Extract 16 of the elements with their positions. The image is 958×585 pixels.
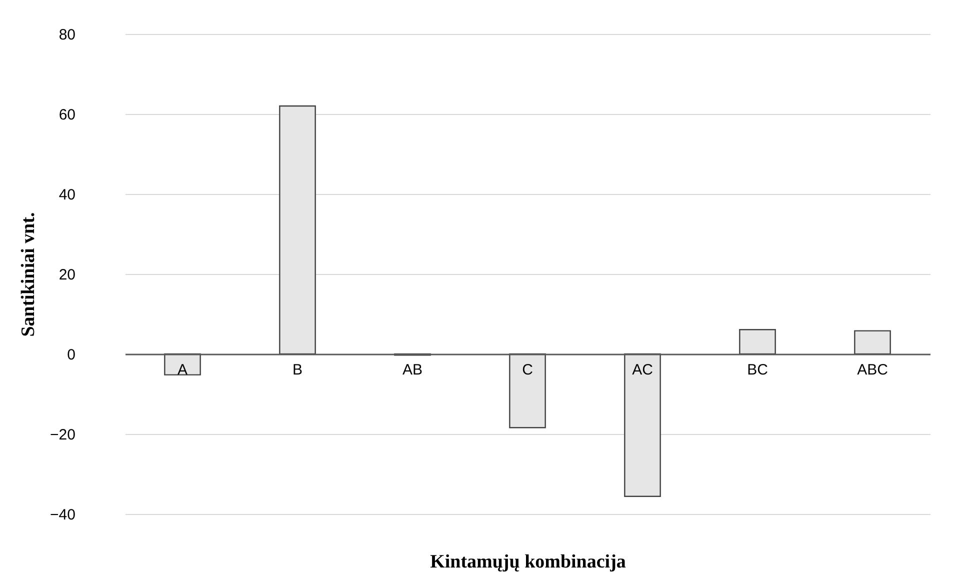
y-tick-label: 60 xyxy=(58,106,76,124)
x-tick-label: C xyxy=(522,362,534,378)
y-tick-label: −40 xyxy=(50,506,76,524)
x-tick-label: A xyxy=(177,362,188,378)
x-tick-label: BC xyxy=(747,362,768,378)
x-axis-title: Kintamųjų kombinacija xyxy=(430,552,626,572)
x-tick-label: B xyxy=(292,362,303,378)
y-tick-label: 40 xyxy=(58,186,76,204)
x-tick-label: AC xyxy=(632,362,654,378)
y-tick-label: −20 xyxy=(50,426,76,444)
y-tick-label: 20 xyxy=(58,266,76,284)
x-tick-label: AB xyxy=(402,362,423,378)
y-axis-title: Santikiniai vnt. xyxy=(18,212,40,337)
y-tick-label: 80 xyxy=(58,26,76,44)
y-tick-label: 0 xyxy=(67,346,76,364)
x-tick-label: ABC xyxy=(857,362,888,378)
